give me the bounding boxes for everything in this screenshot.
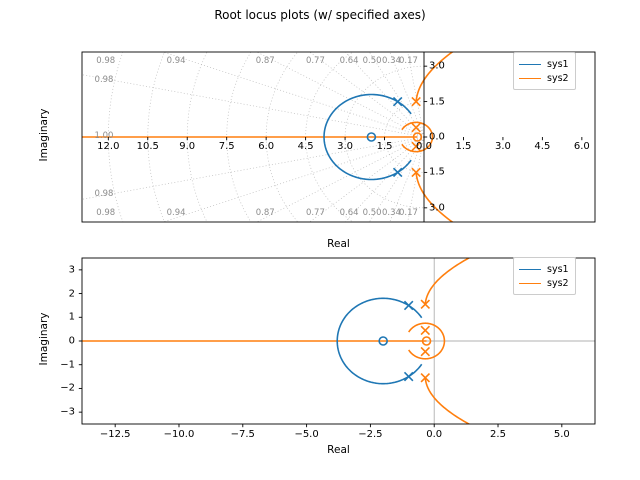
bottom-xtick-0: −12.5 — [99, 429, 131, 440]
bottom-xtick-7: 5.0 — [553, 429, 570, 440]
top-damping-label-0.77: 0.77 — [305, 208, 325, 218]
bottom-ytick-4: −1 — [60, 359, 75, 371]
bottom-ytick-6: −3 — [60, 406, 75, 418]
top-damping-label-0.94: 0.94 — [166, 208, 186, 218]
top-damping-label-0.87: 0.87 — [255, 208, 275, 218]
top-damping-label-0.94: 0.94 — [166, 56, 186, 66]
legend-line-sys2 — [519, 282, 541, 284]
top-xtick-0: 12.0 — [97, 141, 120, 152]
top-xtick-12: 6.0 — [573, 141, 590, 152]
top-ytick-1: 1.5 — [429, 96, 445, 108]
top-xtick-2: 9.0 — [179, 141, 196, 152]
top-xtick-6: 3.0 — [337, 141, 354, 152]
legend-label-sys1: sys1 — [547, 58, 569, 70]
legend-row-sys1: sys1 — [519, 57, 569, 71]
top-xtick-9: 1.5 — [455, 141, 472, 152]
top-damping-label-0.98: 0.98 — [96, 208, 116, 218]
top-damping-label-0.64: 0.64 — [339, 56, 359, 66]
bottom-ytick-3: 0 — [68, 335, 75, 347]
legend-row-sys1: sys1 — [519, 262, 569, 276]
top-xtick-11: 4.5 — [534, 141, 551, 152]
top-damping-label-1.00: 1.00 — [94, 131, 114, 141]
legend-label-sys2: sys2 — [547, 72, 569, 84]
top-xtick-5: 4.5 — [297, 141, 314, 152]
legend-label-sys1: sys1 — [547, 263, 569, 275]
top-damping-label-0.17: 0.17 — [399, 208, 418, 218]
top-ytick-0: 3.0 — [429, 60, 445, 72]
top-damping-label-0.17: 0.17 — [399, 56, 418, 66]
top-xtick-8: 0.0 — [416, 141, 432, 152]
bottom-xtick-6: 2.5 — [490, 429, 506, 440]
top-damping-label-0.98: 0.98 — [96, 56, 116, 66]
top-ytick-2: 0.0 — [429, 131, 445, 143]
top-subplot-xlabel: Real — [327, 238, 350, 250]
top-damping-label-0.34: 0.34 — [382, 56, 401, 66]
bottom-xtick-3: −5.0 — [294, 429, 319, 440]
top-xtick-10: 3.0 — [494, 141, 511, 152]
top-damping-label-0.50: 0.50 — [362, 208, 382, 218]
top-subplot-legend[interactable]: sys1 sys2 — [513, 52, 576, 90]
bottom-ytick-5: −2 — [60, 382, 75, 394]
bottom-xtick-2: −7.5 — [230, 429, 255, 440]
top-damping-label-0.50: 0.50 — [362, 56, 382, 66]
top-ytick-4: 3.0 — [429, 202, 445, 214]
bottom-ytick-2: 1 — [68, 311, 75, 323]
top-damping-label-0.34: 0.34 — [382, 208, 401, 218]
bottom-ytick-1: 2 — [68, 288, 75, 300]
top-damping-label-0.64: 0.64 — [339, 208, 359, 218]
top-damping-label-0.98-upper: 0.98 — [94, 75, 114, 85]
bottom-xtick-5: 0.0 — [426, 429, 443, 440]
bottom-subplot-legend[interactable]: sys1 sys2 — [513, 257, 576, 295]
legend-row-sys2: sys2 — [519, 276, 569, 290]
legend-label-sys2: sys2 — [547, 277, 569, 289]
top-damping-label-0.98-lower: 0.98 — [94, 189, 114, 199]
top-xtick-1: 10.5 — [136, 141, 159, 152]
bottom-xtick-4: −2.5 — [358, 429, 383, 440]
figure-title: Root locus plots (w/ specified axes) — [214, 8, 426, 22]
top-xtick-4: 6.0 — [258, 141, 275, 152]
top-xtick-3: 7.5 — [218, 141, 235, 152]
top-xtick-7: 1.5 — [376, 141, 393, 152]
bottom-ytick-0: 3 — [68, 264, 75, 276]
legend-line-sys1 — [519, 63, 541, 65]
legend-line-sys1 — [519, 268, 541, 270]
bottom-xtick-1: −10.0 — [163, 429, 195, 440]
top-damping-label-0.87: 0.87 — [255, 56, 275, 66]
top-damping-label-0.77: 0.77 — [305, 56, 325, 66]
legend-line-sys2 — [519, 77, 541, 79]
bottom-subplot-xlabel: Real — [327, 444, 350, 456]
legend-row-sys2: sys2 — [519, 71, 569, 85]
top-ytick-3: 1.5 — [429, 166, 445, 178]
